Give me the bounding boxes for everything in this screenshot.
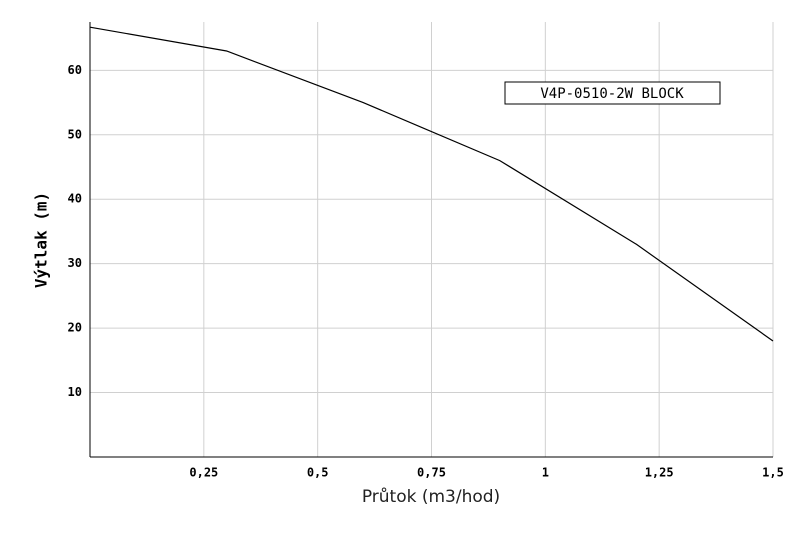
legend-entry: V4P-0510-2W BLOCK (540, 86, 684, 102)
y-tick-label: 50 (68, 127, 82, 141)
x-tick-label: 0,25 (189, 466, 218, 480)
x-tick-label: 0,5 (307, 466, 329, 480)
y-tick-label: 10 (68, 385, 82, 399)
x-tick-label: 1 (542, 466, 549, 480)
x-tick-label: 1,25 (645, 466, 674, 480)
line (89, 26, 774, 342)
y-tick-label: 40 (68, 192, 82, 206)
x-tick-label: 1,5 (762, 466, 784, 480)
x-tick-label: 0,75 (417, 466, 446, 480)
y-tick-label: 30 (68, 256, 82, 270)
y-axis-label: Výtlak (m) (32, 192, 51, 288)
y-tick-label: 20 (68, 321, 82, 335)
x-axis-label: Průtok (m3/hod) (362, 487, 500, 507)
legend-box (504, 81, 721, 105)
y-tick-label: 60 (68, 63, 82, 77)
